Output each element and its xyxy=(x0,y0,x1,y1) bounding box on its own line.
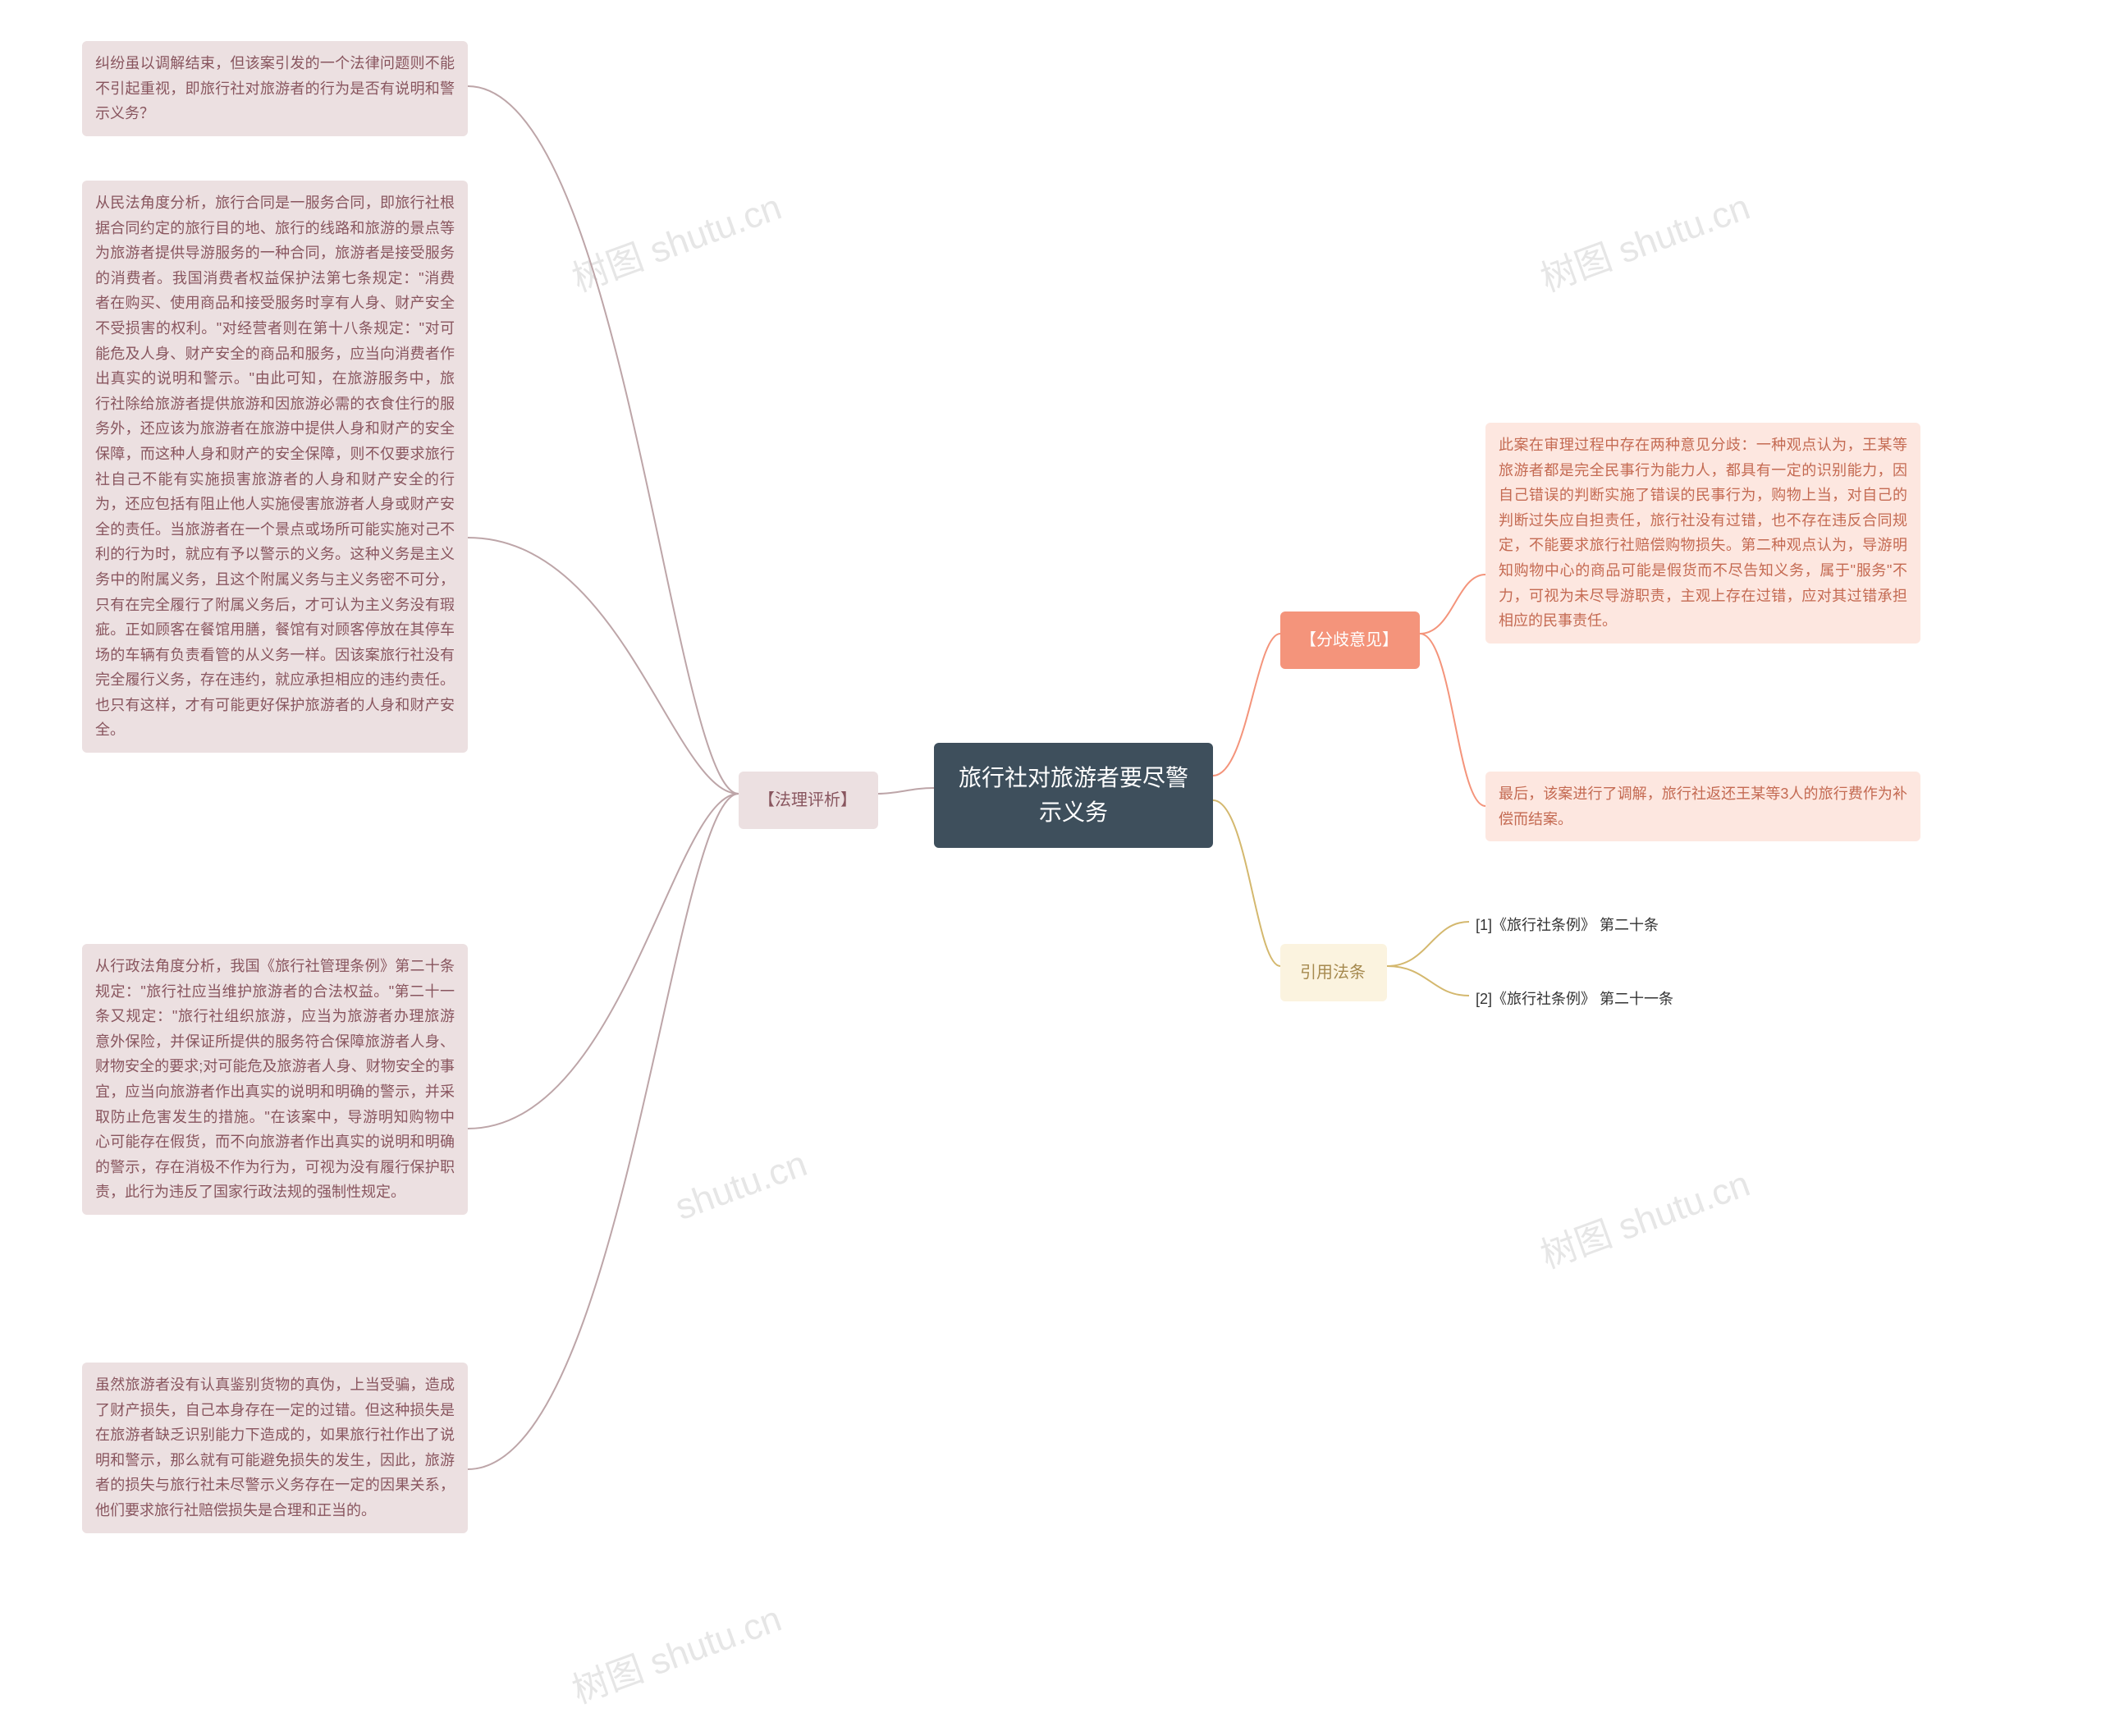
divergence-item-1[interactable]: 此案在审理过程中存在两种意见分歧：一种观点认为，王某等旅游者都是完全民事行为能力… xyxy=(1485,423,1920,644)
law-item-4[interactable]: 虽然旅游者没有认真鉴别货物的真伪，上当受骗，造成了财产损失，自己本身存在一定的过… xyxy=(82,1363,468,1533)
watermark: 树图 shutu.cn xyxy=(1532,177,1755,301)
citation-item-1[interactable]: [1]《旅行社条例》 第二十条 xyxy=(1469,909,1665,941)
law-item-3[interactable]: 从行政法角度分析，我国《旅行社管理条例》第二十条规定："旅行社应当维护旅游者的合… xyxy=(82,944,468,1215)
watermark: 树图 shutu.cn xyxy=(564,177,787,301)
center-node[interactable]: 旅行社对旅游者要尽警示义务 xyxy=(934,743,1213,848)
watermark: 树图 shutu.cn xyxy=(1532,1154,1755,1278)
divergence-item-2[interactable]: 最后，该案进行了调解，旅行社返还王某等3人的旅行费作为补偿而结案。 xyxy=(1485,772,1920,841)
law-item-1[interactable]: 纠纷虽以调解结束，但该案引发的一个法律问题则不能不引起重视，即旅行社对旅游者的行… xyxy=(82,41,468,136)
law-item-2[interactable]: 从民法角度分析，旅行合同是一服务合同，即旅行社根据合同约定的旅行目的地、旅行的线… xyxy=(82,181,468,753)
watermark: shutu.cn xyxy=(670,1143,812,1229)
citation-hub[interactable]: 引用法条 xyxy=(1280,944,1387,1001)
divergence-hub[interactable]: 【分歧意见】 xyxy=(1280,611,1420,669)
watermark: 树图 shutu.cn xyxy=(564,1589,787,1713)
citation-item-2[interactable]: [2]《旅行社条例》 第二十一条 xyxy=(1469,983,1680,1015)
law-analysis-hub[interactable]: 【法理评析】 xyxy=(739,772,878,829)
